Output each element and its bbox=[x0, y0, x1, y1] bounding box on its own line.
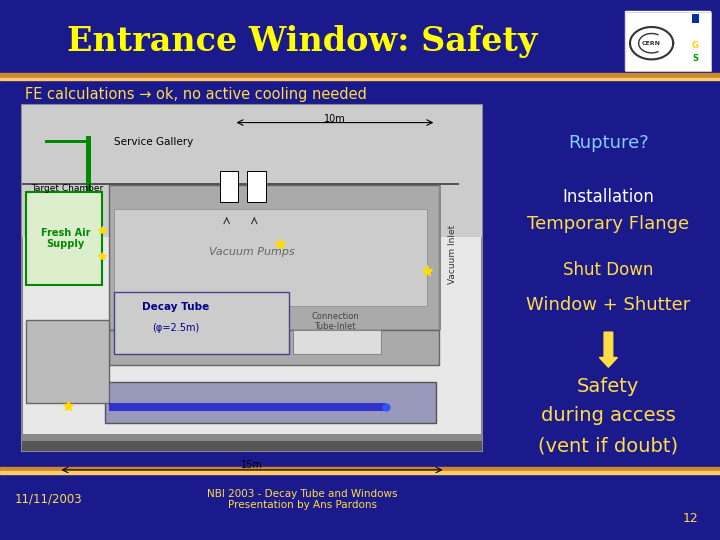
Text: (φ=2.5m): (φ=2.5m) bbox=[153, 323, 199, 333]
Bar bbox=[625, 12, 711, 71]
Bar bbox=[0, 73, 720, 77]
Text: C: C bbox=[693, 14, 698, 23]
Text: Window + Shutter: Window + Shutter bbox=[526, 296, 690, 314]
Text: Fresh Air
Supply: Fresh Air Supply bbox=[40, 227, 90, 249]
Bar bbox=[625, 11, 710, 70]
Text: Rupture?: Rupture? bbox=[568, 134, 649, 152]
Text: G: G bbox=[692, 41, 699, 50]
Bar bbox=[438, 185, 441, 330]
Text: Shut Down: Shut Down bbox=[563, 261, 654, 279]
Bar bbox=[22, 441, 482, 448]
Text: CERN: CERN bbox=[642, 40, 660, 46]
Bar bbox=[22, 105, 482, 237]
Bar bbox=[0, 471, 720, 474]
Bar bbox=[22, 441, 482, 451]
Text: Target Chamber: Target Chamber bbox=[32, 184, 104, 193]
Bar bbox=[104, 382, 436, 423]
Text: 11/11/2003: 11/11/2003 bbox=[14, 493, 82, 506]
Text: Decay Tube: Decay Tube bbox=[143, 302, 210, 313]
Bar bbox=[45, 140, 86, 143]
Text: Vacuum Inlet: Vacuum Inlet bbox=[448, 224, 457, 284]
Text: C
N
G
S: C N G S bbox=[667, 32, 674, 72]
Text: NBI 2003 - Decay Tube and Windows
Presentation by Ans Pardons: NBI 2003 - Decay Tube and Windows Presen… bbox=[207, 489, 397, 510]
Bar bbox=[114, 209, 427, 306]
Bar bbox=[294, 330, 381, 354]
Bar bbox=[26, 192, 102, 285]
Bar bbox=[0, 467, 720, 470]
Text: S: S bbox=[693, 55, 698, 63]
Text: FE calculations → ok, no active cooling needed: FE calculations → ok, no active cooling … bbox=[25, 87, 367, 102]
Bar bbox=[22, 434, 482, 441]
Text: X-ray & pressure test 3 bar → ok: X-ray & pressure test 3 bar → ok bbox=[25, 106, 263, 121]
Text: CERN: CERN bbox=[635, 36, 661, 45]
Text: Entrance Window: Safety: Entrance Window: Safety bbox=[67, 25, 538, 58]
Bar bbox=[220, 171, 238, 202]
Text: during access: during access bbox=[541, 406, 676, 426]
Text: N: N bbox=[692, 28, 699, 36]
Bar bbox=[22, 105, 482, 451]
Text: Temporary Flange: Temporary Flange bbox=[527, 215, 690, 233]
Bar bbox=[109, 402, 386, 411]
Bar bbox=[26, 320, 109, 402]
Bar bbox=[86, 137, 91, 192]
Text: Connection
Tube-Inlet: Connection Tube-Inlet bbox=[311, 312, 359, 331]
Text: Installation: Installation bbox=[562, 188, 654, 206]
Text: 10m: 10m bbox=[324, 114, 346, 124]
Bar bbox=[0, 78, 720, 80]
Text: Vacuum Pumps: Vacuum Pumps bbox=[209, 247, 295, 257]
Bar bbox=[109, 185, 438, 330]
Bar bbox=[22, 183, 459, 185]
Bar bbox=[109, 330, 438, 364]
Bar bbox=[114, 292, 289, 354]
Text: 12: 12 bbox=[683, 512, 698, 525]
Text: Safety: Safety bbox=[577, 376, 639, 396]
FancyArrow shape bbox=[599, 332, 618, 367]
Text: (vent if doubt): (vent if doubt) bbox=[539, 436, 678, 455]
Text: 15m: 15m bbox=[241, 460, 263, 470]
Bar bbox=[248, 171, 266, 202]
Text: Service Gallery: Service Gallery bbox=[114, 137, 193, 146]
